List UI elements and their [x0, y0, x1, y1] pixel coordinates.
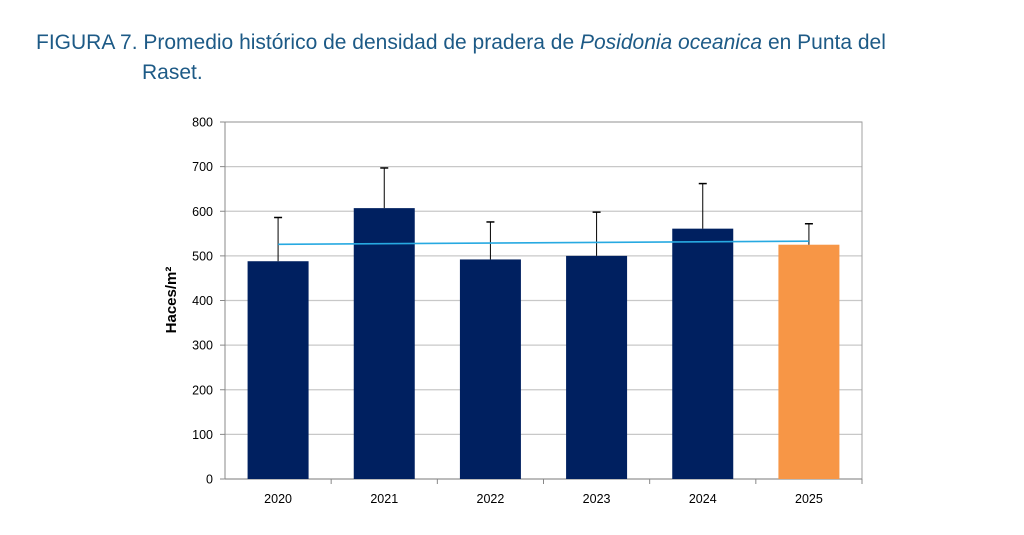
title-line2: Raset. [142, 61, 203, 84]
y-tick-label: 800 [192, 116, 213, 130]
bar-2025 [778, 244, 840, 479]
x-tick-label: 2023 [583, 492, 611, 506]
title-prefix: FIGURA 7. Promedio histórico de densidad… [36, 31, 580, 54]
x-tick-label: 2020 [264, 492, 292, 506]
y-axis-label: Haces/m² [163, 267, 180, 334]
x-tick-label: 2022 [477, 492, 505, 506]
trendline [278, 240, 809, 246]
title-species: Posidonia oceanica [579, 31, 763, 54]
y-tick-label: 0 [206, 473, 213, 487]
title-suffix: en Punta del [762, 31, 886, 54]
x-tick-label: 2021 [370, 492, 398, 506]
bar-2022 [459, 259, 521, 479]
bar-2020 [247, 261, 309, 479]
x-tick-label: 2025 [795, 492, 823, 506]
y-tick-label: 500 [192, 249, 213, 263]
bar-2023 [566, 255, 628, 479]
figure-title: FIGURA 7. Promedio histórico de densidad… [36, 28, 936, 88]
y-tick-label: 200 [192, 383, 213, 397]
y-tick-label: 600 [192, 205, 213, 219]
y-tick-label: 700 [192, 160, 213, 174]
y-tick-label: 400 [192, 294, 213, 308]
y-tick-label: 300 [192, 339, 213, 353]
x-tick-label: 2024 [689, 492, 717, 506]
bar-2021 [353, 208, 415, 479]
bar-2024 [672, 228, 734, 479]
y-tick-label: 100 [192, 428, 213, 442]
